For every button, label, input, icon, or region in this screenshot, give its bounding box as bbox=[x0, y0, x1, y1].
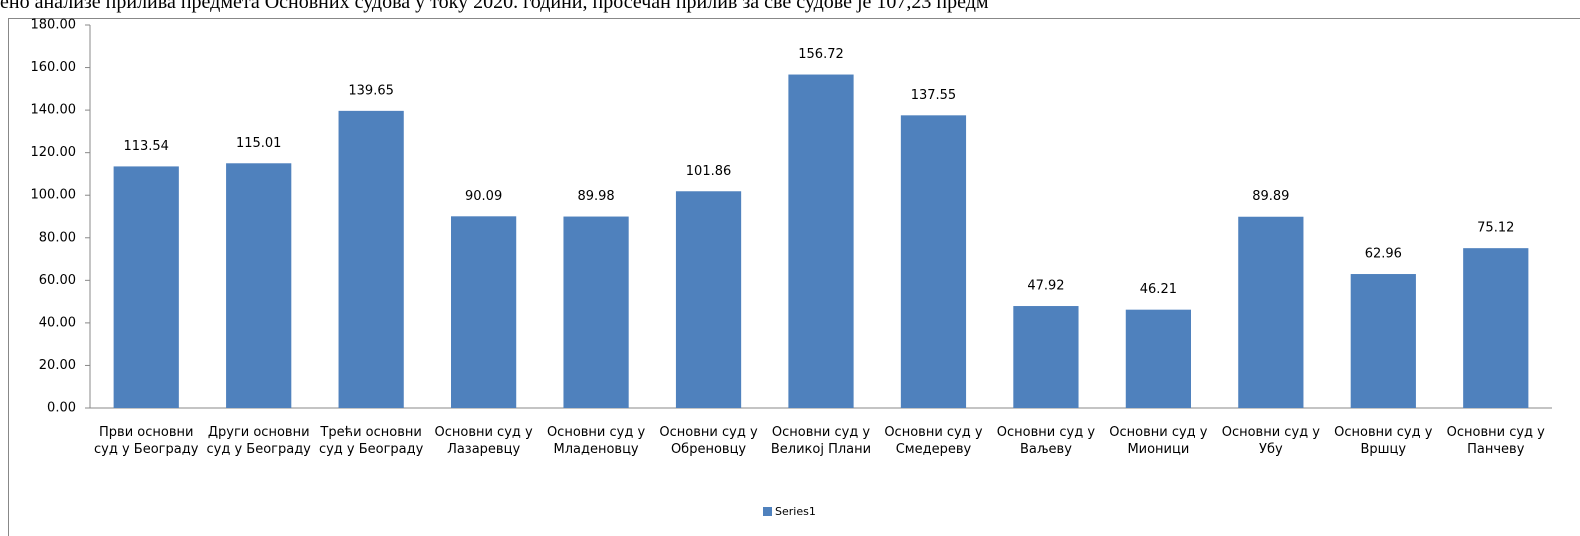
y-tick-label: 140.00 bbox=[31, 103, 77, 118]
x-tick-label: Основни суд у Мионици bbox=[1109, 425, 1208, 457]
x-tick-label: Основни суд у Лазаревцу bbox=[434, 425, 533, 457]
y-tick-label: 180.00 bbox=[31, 18, 77, 33]
x-tick-label: Основни суд у Панчеву bbox=[1446, 425, 1545, 457]
x-tick-label: Основни суд у Убу bbox=[1221, 425, 1320, 457]
y-tick-label: 20.00 bbox=[39, 358, 76, 373]
bar bbox=[900, 115, 967, 409]
x-tick-label: Основни суд у Вршцу bbox=[1334, 425, 1433, 457]
value-label: 62.96 bbox=[1365, 247, 1402, 262]
y-tick-label: 160.00 bbox=[31, 60, 77, 75]
x-tick-label: Трећи основни суд у Београду bbox=[318, 425, 424, 457]
y-tick-label: 60.00 bbox=[39, 273, 76, 288]
x-tick-label: Други основни суд у Београду bbox=[206, 425, 311, 457]
x-tick-label: Први основни суд у Београду bbox=[94, 425, 199, 457]
value-label: 46.21 bbox=[1140, 282, 1177, 297]
legend-swatch bbox=[763, 507, 772, 516]
bar bbox=[1463, 248, 1529, 408]
bar bbox=[451, 216, 517, 408]
legend-label: Series1 bbox=[775, 505, 816, 518]
value-label: 101.86 bbox=[686, 164, 732, 179]
y-tick-label: 0.00 bbox=[47, 401, 76, 416]
value-label: 137.55 bbox=[911, 88, 957, 103]
bar bbox=[1350, 274, 1416, 408]
chart-border bbox=[8, 18, 1580, 536]
x-tick-label: Основни суд у Ваљеву bbox=[996, 425, 1096, 457]
bar bbox=[1013, 306, 1079, 408]
x-tick-label: Основни суд у Младеновцу bbox=[546, 425, 646, 457]
bar bbox=[675, 191, 742, 408]
x-tick-label: Основни суд у Смедереву bbox=[884, 425, 983, 457]
value-label: 156.72 bbox=[798, 47, 844, 62]
y-tick-label: 120.00 bbox=[31, 145, 77, 160]
chart-title: ено анализе прилива предмета Основних су… bbox=[0, 0, 989, 13]
y-tick-label: 40.00 bbox=[39, 315, 76, 330]
value-label: 75.12 bbox=[1477, 221, 1514, 236]
x-tick-label: Основни суд у Обреновцу bbox=[659, 425, 758, 457]
value-label: 115.01 bbox=[236, 136, 282, 151]
value-label: 90.09 bbox=[465, 189, 502, 204]
bar bbox=[563, 216, 629, 408]
bar bbox=[1238, 216, 1304, 408]
bar bbox=[338, 110, 404, 408]
bar bbox=[1125, 309, 1191, 408]
y-tick-label: 80.00 bbox=[39, 230, 76, 245]
value-label: 89.89 bbox=[1252, 189, 1289, 204]
bar bbox=[226, 163, 292, 408]
value-label: 47.92 bbox=[1027, 279, 1064, 294]
value-label: 89.98 bbox=[577, 189, 614, 204]
bar bbox=[113, 166, 179, 408]
y-tick-label: 100.00 bbox=[31, 188, 77, 203]
bar bbox=[788, 74, 854, 408]
value-label: 139.65 bbox=[348, 83, 394, 98]
x-tick-label: Основни суд у Великој Плани bbox=[770, 425, 872, 457]
value-label: 113.54 bbox=[123, 139, 169, 154]
